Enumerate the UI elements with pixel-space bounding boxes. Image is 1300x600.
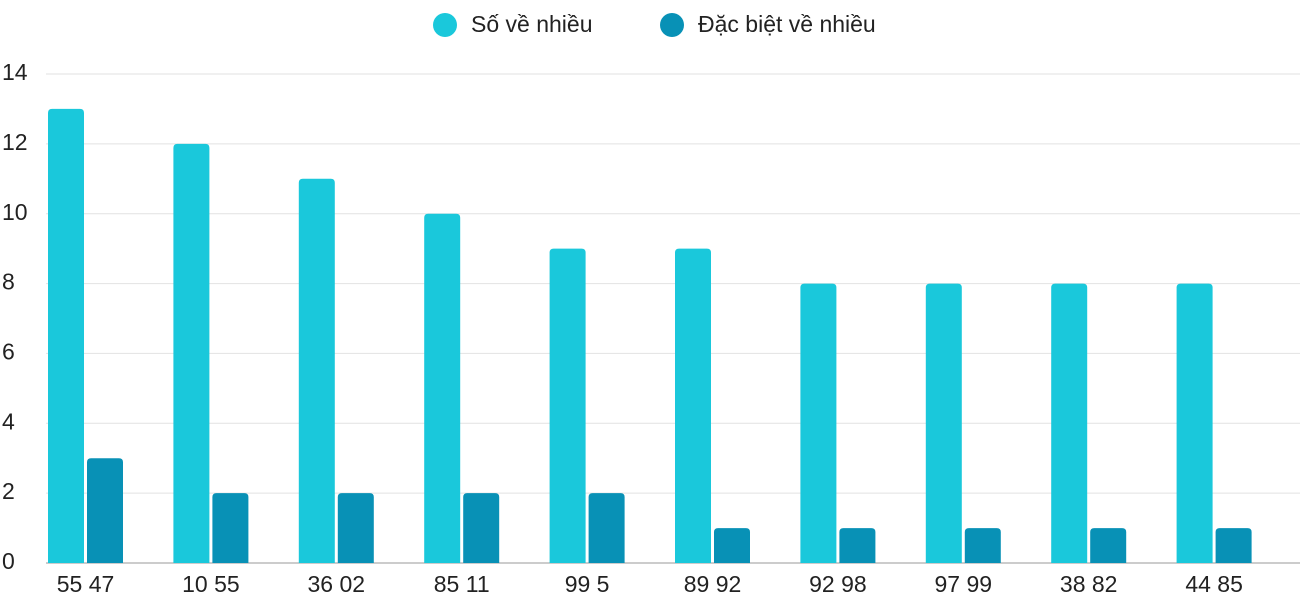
bar — [1051, 283, 1088, 563]
legend-label: Số về nhiều — [471, 11, 592, 37]
bar — [463, 493, 500, 563]
bar — [1215, 528, 1252, 563]
bar — [173, 143, 210, 563]
bar — [1176, 283, 1213, 563]
bar — [588, 493, 625, 563]
y-tick-label: 4 — [2, 408, 15, 434]
bar — [48, 108, 84, 563]
x-tick-label: 36 02 — [308, 571, 366, 597]
legend-marker — [433, 13, 457, 37]
bar — [212, 493, 249, 563]
bar — [298, 178, 335, 564]
bar — [839, 528, 876, 563]
bar — [800, 283, 837, 563]
x-tick-label: 97 99 — [935, 571, 993, 597]
bar — [337, 493, 374, 563]
y-tick-label: 14 — [2, 59, 28, 85]
legend-marker — [660, 13, 684, 37]
bar — [714, 528, 750, 563]
bar — [549, 248, 586, 563]
bar — [925, 283, 962, 563]
bar — [87, 458, 123, 563]
y-tick-label: 2 — [2, 478, 15, 504]
y-tick-label: 12 — [2, 129, 28, 155]
bar — [1090, 528, 1127, 563]
bar — [424, 213, 461, 563]
legend-label: Đặc biệt về nhiều — [698, 11, 876, 37]
y-tick-label: 8 — [2, 269, 15, 295]
x-tick-label: 10 55 — [182, 571, 240, 597]
y-tick-label: 10 — [2, 199, 28, 225]
x-tick-label: 92 98 — [809, 571, 867, 597]
x-tick-label: 38 82 — [1060, 571, 1118, 597]
y-tick-label: 6 — [2, 339, 15, 365]
x-tick-label: 44 85 — [1185, 571, 1243, 597]
x-tick-label: 85 11 — [434, 571, 490, 597]
x-tick-label: 55 47 — [57, 571, 115, 597]
x-tick-label: 89 92 — [684, 571, 742, 597]
bar — [964, 528, 1001, 563]
y-tick-label: 0 — [2, 548, 15, 574]
x-tick-label: 99 5 — [565, 571, 610, 597]
bar — [675, 248, 711, 563]
